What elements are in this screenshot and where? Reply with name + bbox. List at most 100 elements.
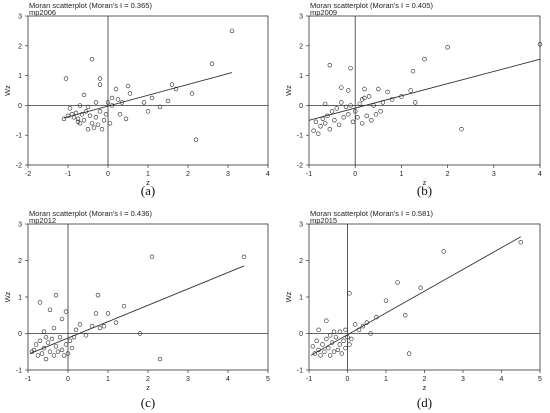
x-tick-label: -1 (306, 171, 312, 178)
data-point (331, 349, 337, 354)
data-point (345, 334, 350, 340)
data-point (368, 331, 373, 336)
data-point (113, 86, 119, 92)
regression-line (63, 72, 233, 119)
data-point (65, 351, 71, 356)
data-point (53, 344, 59, 349)
data-point (327, 127, 332, 132)
y-tick-label: -1 (16, 368, 22, 375)
x-axis-label: z (146, 178, 150, 187)
x-tick-label: 3 (461, 376, 465, 383)
data-point (339, 351, 344, 356)
y-axis-label: Wz (3, 85, 12, 96)
data-point (95, 122, 101, 127)
data-point (332, 118, 337, 123)
data-point (322, 349, 327, 354)
data-point (81, 92, 87, 98)
data-point (193, 137, 199, 142)
data-point (63, 76, 69, 81)
data-point (327, 333, 333, 338)
plot-subtitle: mp2015 (310, 216, 337, 225)
y-tick-label: 1 (299, 73, 303, 80)
data-point (343, 345, 348, 351)
data-point (149, 254, 155, 260)
x-tick-label: -2 (25, 171, 31, 178)
data-point (346, 112, 351, 117)
data-point (33, 342, 39, 347)
scatter-panel: Moran scatterplot (Moran's I = 0.365)mp2… (3, 1, 270, 198)
x-tick-label: 2 (186, 171, 190, 178)
data-point (169, 82, 175, 87)
data-point (339, 85, 344, 90)
data-point (35, 353, 41, 358)
y-tick-label: 3 (18, 14, 22, 21)
data-point (343, 327, 348, 333)
data-point (353, 109, 358, 114)
data-point (77, 103, 83, 108)
data-point (69, 112, 75, 117)
x-axis-label: z (423, 383, 427, 392)
data-point (137, 331, 143, 336)
data-point (356, 327, 362, 333)
data-point (376, 86, 381, 92)
data-point (123, 116, 129, 122)
data-point (73, 327, 79, 333)
data-point (329, 340, 335, 345)
data-point (63, 342, 69, 347)
data-point (322, 121, 328, 126)
data-point (157, 356, 163, 362)
y-tick-label: 2 (299, 43, 303, 50)
data-point (350, 119, 356, 124)
panel-caption: (c) (141, 395, 155, 410)
data-point (81, 118, 87, 123)
data-point (83, 109, 89, 114)
y-tick-label: 1 (18, 295, 22, 302)
x-axis-label: z (146, 383, 150, 392)
x-tick-label: -1 (306, 376, 312, 383)
data-point (341, 115, 346, 120)
data-point (343, 104, 349, 110)
data-point (362, 95, 367, 101)
data-point (69, 345, 75, 351)
data-point (45, 340, 51, 345)
x-tick-label: 0 (346, 376, 350, 383)
data-point (373, 112, 379, 117)
data-point (71, 115, 77, 120)
data-point (318, 353, 323, 358)
plot-title: Moran scatterplot (Moran's I = 0.365) (29, 1, 152, 10)
data-point (348, 65, 353, 71)
data-point (79, 112, 85, 117)
data-point (335, 347, 341, 353)
data-point (348, 103, 353, 108)
x-tick-label: 1 (384, 376, 388, 383)
y-tick-label: 0 (299, 331, 303, 338)
data-point (107, 121, 113, 126)
data-point (67, 338, 73, 343)
data-point (71, 334, 77, 340)
data-point (399, 94, 404, 99)
x-tick-label: 0 (353, 171, 357, 178)
x-axis-label: z (423, 178, 427, 187)
data-point (91, 125, 97, 130)
data-point (99, 127, 105, 132)
data-point (145, 109, 151, 114)
data-point (357, 101, 363, 107)
plot-frame (308, 15, 541, 166)
data-point (339, 100, 344, 105)
data-point (359, 121, 365, 126)
data-point (165, 98, 171, 104)
y-tick-label: -1 (16, 133, 22, 140)
x-tick-label: 3 (186, 376, 190, 383)
x-tick-label: 0 (106, 171, 110, 178)
x-tick-label: -1 (25, 376, 31, 383)
data-point (333, 334, 339, 340)
x-tick-label: 5 (538, 376, 542, 383)
x-tick-label: 4 (538, 171, 542, 178)
data-point (125, 83, 131, 89)
data-point (115, 97, 121, 102)
data-point (422, 57, 427, 62)
data-point (53, 292, 59, 298)
data-point (93, 115, 99, 120)
data-point (61, 116, 67, 122)
x-tick-label: 2 (423, 376, 427, 383)
